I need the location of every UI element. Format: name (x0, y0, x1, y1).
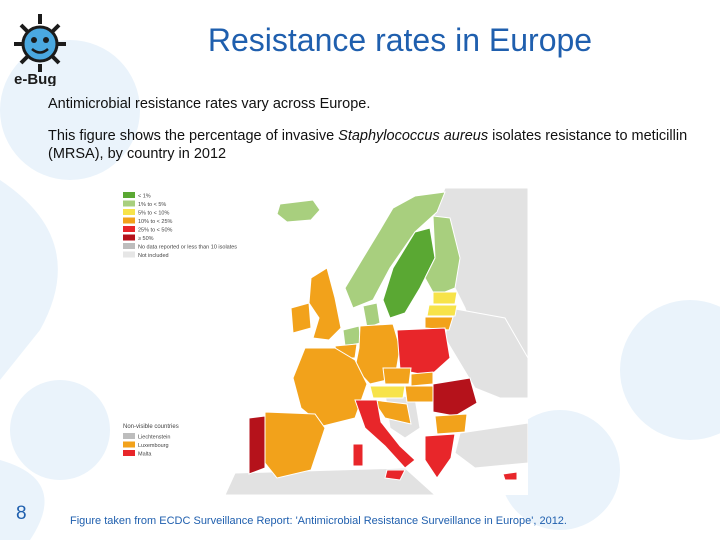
legend-swatch (123, 234, 135, 241)
country-lithuania (424, 316, 454, 331)
legend-label: < 1% (138, 194, 151, 200)
subtitle-description: This figure shows the percentage of inva… (48, 127, 698, 163)
small-country-label: Luxembourg (138, 443, 169, 449)
e-bug-logo: e-Bug (10, 12, 70, 88)
map-legend: < 1% 1% to < 5% 5% to < 10% 10% to < 25% 25%… (123, 192, 237, 259)
country-portugal (248, 415, 266, 475)
small-country-label: Malta (138, 452, 152, 458)
country-italy (354, 399, 416, 469)
legend-swatch (123, 226, 135, 232)
belarus-ukraine-region (444, 307, 528, 399)
subtitle-summary: Antimicrobial resistance rates vary acro… (48, 96, 371, 112)
country-france (292, 347, 368, 427)
country-denmark (362, 302, 381, 329)
small-country-swatch (123, 433, 135, 439)
legend-label: 10% to < 25% (138, 219, 173, 225)
legend-label: Not included (138, 253, 169, 259)
slide-title: Resistance rates in Europe (207, 22, 593, 58)
legend-label: 1% to < 5% (138, 202, 166, 208)
country-bulgaria (434, 413, 468, 435)
country-sicily (384, 469, 406, 481)
country-sardinia (352, 443, 364, 467)
legend-swatch (123, 209, 135, 215)
page-number: 8 (16, 503, 27, 524)
sun-bug-icon: e-Bug (14, 14, 66, 88)
non-visible-heading: Non-visible countries (123, 424, 179, 430)
turkey-region (454, 422, 528, 469)
country-cyprus (502, 471, 518, 481)
small-country-label: Liechtenstein (138, 435, 170, 441)
non-visible-countries-legend: Non-visible countries Liechtenstein Luxem… (123, 424, 179, 458)
legend-label: No data reported or less than 10 isolate… (138, 245, 237, 251)
subtitle-suffix: isolates resistance to meticillin (MRSA)… (48, 128, 688, 162)
subtitle-prefix: This figure shows the percentage of inva… (48, 128, 339, 144)
legend-label: 25% to < 50% (138, 228, 173, 234)
country-hungary (404, 385, 438, 403)
country-latvia (426, 304, 458, 317)
logo-text: e-Bug (14, 71, 57, 86)
legend-swatch (123, 200, 135, 207)
country-norway (344, 191, 446, 309)
country-slovakia (410, 371, 434, 387)
country-greece (424, 433, 456, 479)
country-ireland (290, 302, 312, 334)
country-romania (432, 377, 478, 417)
legend-swatch (123, 192, 135, 198)
subtitle-species: Staphylococcus aureus (338, 128, 489, 144)
legend-swatch (123, 217, 135, 224)
country-czech-republic (382, 367, 412, 385)
small-country-swatch (123, 450, 135, 456)
small-country-swatch (123, 441, 135, 448)
country-slovenia-croatia (371, 399, 412, 425)
country-sweden (382, 227, 436, 319)
legend-label: ≥ 50% (138, 236, 154, 242)
country-poland (396, 327, 451, 377)
legend-swatch (123, 251, 135, 258)
country-netherlands (342, 325, 362, 347)
legend-label: 5% to < 10% (138, 211, 169, 217)
country-iceland (276, 199, 321, 223)
country-estonia (432, 291, 458, 305)
country-uk (308, 267, 342, 341)
source-citation: Figure taken from ECDC Surveillance Repo… (70, 515, 567, 527)
country-austria (369, 385, 406, 399)
legend-swatch (123, 243, 135, 249)
europe-mrsa-map: < 1% 1% to < 5% 5% to < 10% 10% to < 25% 25%… (115, 188, 528, 495)
